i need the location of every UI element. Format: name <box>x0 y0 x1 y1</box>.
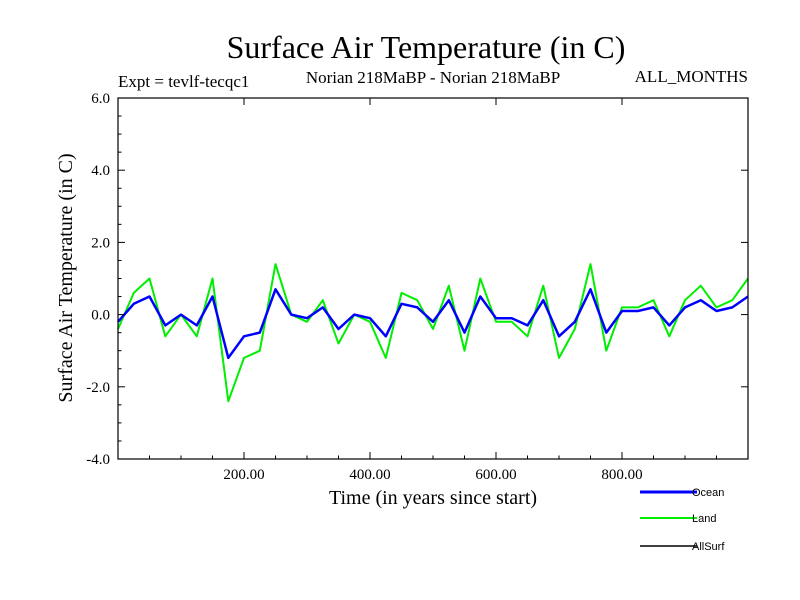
x-axis: 200.00 400.00 600.00 800.00 <box>149 98 717 483</box>
y-axis: -4.0 -2.0 0.0 2.0 4.0 6.0 <box>86 91 748 468</box>
x-tick-label: 800.00 <box>601 467 642 483</box>
x-tick-label: 400.00 <box>349 467 390 483</box>
legend-label-land: Land <box>692 513 716 525</box>
legend-label-allsurf: AllSurf <box>692 541 725 553</box>
series-line-ocean <box>117 288 749 360</box>
y-axis-label: Surface Air Temperature (in C) <box>55 153 77 402</box>
legend: Ocean Land AllSurf <box>640 487 725 553</box>
y-tick-label: 4.0 <box>91 163 110 179</box>
series-line-land <box>117 263 749 403</box>
legend-label-ocean: Ocean <box>692 487 724 499</box>
y-tick-label: -4.0 <box>86 452 110 468</box>
x-tick-label: 600.00 <box>475 467 516 483</box>
chart-subtitle-center: Norian 218MaBP - Norian 218MaBP <box>306 68 560 87</box>
y-tick-label: 2.0 <box>91 235 110 251</box>
chart-subtitle-left: Expt = tevlf-tecqc1 <box>118 72 249 91</box>
plot-series <box>117 263 749 403</box>
y-tick-label: 0.0 <box>91 308 110 324</box>
x-tick-label: 200.00 <box>223 467 264 483</box>
chart-subtitle-right: ALL_MONTHS <box>635 67 748 86</box>
x-axis-label: Time (in years since start) <box>329 487 537 509</box>
y-tick-label: 6.0 <box>91 91 110 107</box>
chart-title: Surface Air Temperature (in C) <box>227 29 626 65</box>
y-tick-label: -2.0 <box>86 380 110 396</box>
